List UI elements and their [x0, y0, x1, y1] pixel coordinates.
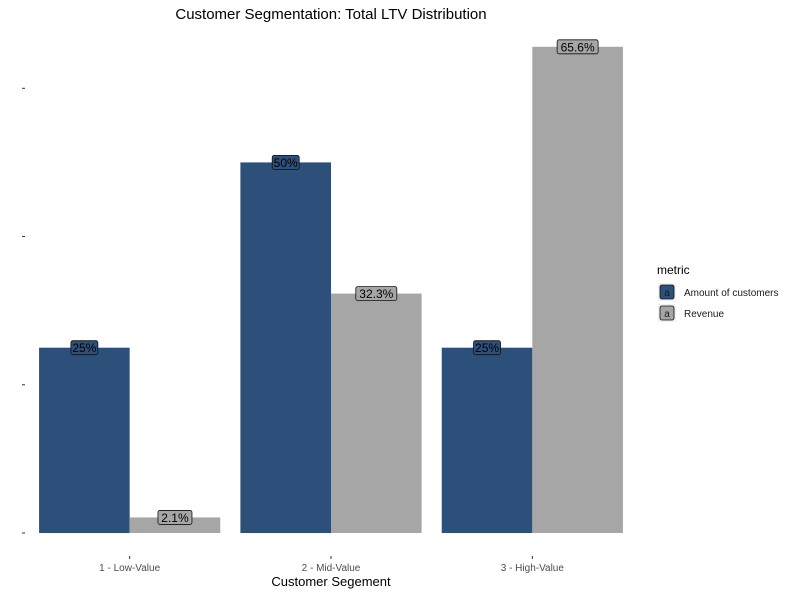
data-label: 2.1%	[161, 511, 189, 525]
x-axis-title: Customer Segement	[271, 574, 391, 589]
legend: metric a Amount of customers a Revenue	[657, 263, 778, 322]
data-label: 25%	[475, 341, 499, 355]
x-axis: 1 - Low-Value 2 - Mid-Value 3 - High-Value	[99, 556, 564, 574]
data-label: 50%	[274, 156, 298, 170]
x-tick-label: 1 - Low-Value	[99, 563, 160, 574]
bar-amount-of-customers-1	[240, 162, 331, 534]
bar-revenue-2	[532, 46, 623, 533]
data-label-box	[473, 340, 501, 356]
legend-key-glyph: a	[664, 288, 670, 299]
legend-key-revenue	[659, 305, 675, 321]
data-label-box	[556, 39, 599, 55]
bar-revenue-1	[331, 293, 422, 533]
data-label-box	[355, 286, 398, 302]
legend-title: metric	[657, 263, 690, 277]
chart-title: Customer Segmentation: Total LTV Distrib…	[175, 6, 486, 23]
legend-key-amount-of-customers	[659, 284, 675, 300]
bar-revenue-0	[129, 517, 221, 533]
legend-label: Amount of customers	[684, 288, 778, 299]
data-label-box	[271, 155, 300, 170]
legend-label: Revenue	[684, 309, 724, 320]
data-label-box	[70, 340, 99, 356]
data-label: 32.3%	[359, 287, 393, 301]
legend-key-glyph: a	[664, 309, 670, 320]
y-axis	[22, 87, 25, 534]
bar-amount-of-customers-2	[441, 347, 533, 533]
data-label-box	[157, 510, 193, 525]
bar-amount-of-customers-0	[39, 347, 130, 533]
x-tick-label: 3 - High-Value	[501, 563, 565, 574]
data-label: 25%	[72, 341, 96, 355]
bars	[39, 46, 623, 534]
x-tick-label: 2 - Mid-Value	[302, 563, 361, 574]
data-labels: 25% 2.1% 50% 32.3% 25% 65.6%	[70, 39, 599, 525]
data-label: 65.6%	[561, 40, 595, 54]
